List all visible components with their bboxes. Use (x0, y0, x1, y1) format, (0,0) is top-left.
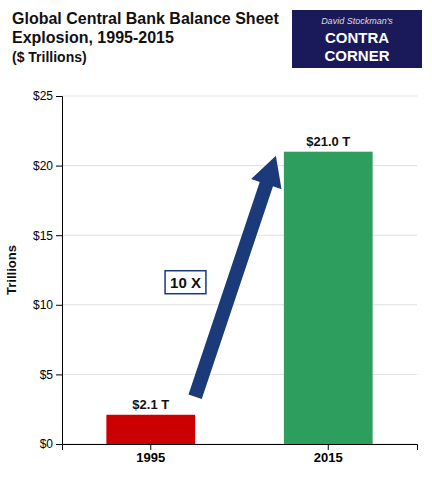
axis-line (63, 445, 418, 451)
bar (106, 415, 195, 444)
tick: $5 (40, 368, 62, 382)
tick-mark (56, 166, 62, 167)
tick-label: $15 (33, 229, 53, 243)
y-axis: $0 $5 $10 $15 $20 $25 (33, 89, 63, 451)
title: Global Central Bank Balance Sheet Explosi… (12, 10, 279, 46)
logo-box (292, 10, 422, 68)
logo-text: CONTRA (325, 29, 389, 46)
logo: David Stockman's CONTRACORNER (292, 10, 422, 68)
tick: $20 (33, 159, 62, 173)
bar (284, 152, 373, 444)
data-label: $21.0 T (306, 134, 350, 149)
tick-label: $5 (40, 368, 54, 382)
tick-mark (56, 235, 62, 236)
tick: $25 (33, 89, 62, 103)
tick: $0 (40, 437, 62, 451)
plot: $0 $5 $10 $15 $20 $25 1995 2015 $2.1 T $21.0 T 10 … (33, 89, 418, 465)
grid (62, 96, 417, 444)
arrow-annotation: 10 X (165, 156, 281, 399)
tick: $15 (33, 229, 62, 243)
tick-label: $0 (40, 437, 54, 451)
y-label: Trillions (4, 245, 19, 295)
tick-mark (56, 444, 62, 445)
tick: 2015 (314, 444, 343, 465)
logo-text: David Stockman's (321, 16, 393, 26)
title-line: Global Central Bank Balance Sheet (12, 10, 279, 27)
bars (106, 152, 372, 444)
tick: $10 (33, 298, 62, 312)
tick-label: 1995 (136, 450, 165, 465)
tick-label: $10 (33, 298, 53, 312)
tick-label: $25 (33, 89, 53, 103)
logo-text: CORNER (324, 47, 389, 64)
title-line: Explosion, 1995-2015 (12, 29, 174, 46)
tick-label: $20 (33, 159, 53, 173)
data-labels: $2.1 T $21.0 T (132, 134, 350, 412)
axis-line (56, 97, 63, 445)
grid-line (62, 96, 417, 97)
arrow-label-box (165, 271, 206, 294)
data-label: $2.1 T (132, 397, 169, 412)
x-axis: 1995 2015 (63, 444, 418, 465)
arrow-label-text: 10 X (170, 274, 201, 291)
tick-mark (56, 305, 62, 306)
tick-mark (328, 444, 329, 450)
tick-label: 2015 (314, 450, 343, 465)
tick-mark (56, 96, 62, 97)
subtitle: ($ Trillions) (12, 49, 87, 65)
tick-mark (56, 374, 62, 375)
chart: David Stockman's CONTRACORNER Global Centr… (0, 0, 432, 480)
tick-mark (150, 444, 151, 450)
arrow-label: 10 X (165, 271, 206, 294)
tick: 1995 (136, 444, 165, 465)
